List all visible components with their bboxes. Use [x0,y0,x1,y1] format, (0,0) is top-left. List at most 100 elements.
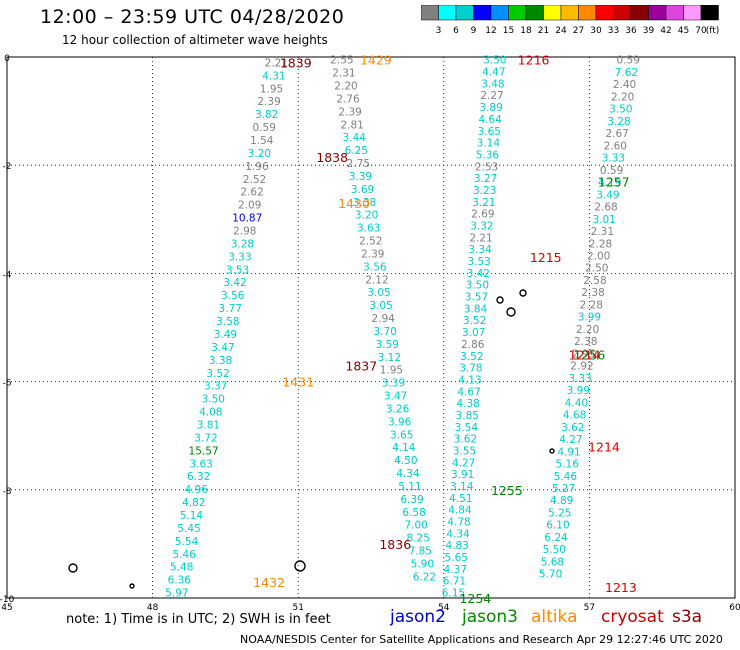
swh-value: 3.39 [349,171,372,183]
swh-value: 5.36 [476,149,500,161]
swh-value: 3.20 [355,210,378,222]
satellite-legend-altika: altika [531,607,578,627]
footnote: note: 1) Time is in UTC; 2) SWH is in fe… [66,612,331,627]
swh-value: 3.14 [450,481,474,493]
scale-tick-label: 15 [503,26,514,36]
swh-value: 3.62 [561,422,584,434]
swh-value: 3.42 [223,277,246,289]
swh-value: 3.69 [351,184,374,196]
pass-time-label: 1214 [588,440,620,455]
x-tick-label: 60 [729,603,740,613]
swh-value: 8.25 [407,533,430,545]
swh-value: 4.37 [444,564,467,576]
swh-value: 10.87 [232,213,262,225]
swh-value: 2.69 [471,209,494,221]
swh-value: 4.27 [452,457,475,469]
pass-time-label: 1256 [573,348,605,363]
swh-value: 0.59 [600,165,623,177]
swh-value: 3.49 [214,329,237,341]
swh-value: 2.38 [574,336,597,348]
pass-time-label: 1429 [360,53,392,68]
swh-value: 5.54 [175,536,199,548]
swh-value: 2.52 [359,236,382,248]
swh-value: 3.58 [216,316,239,328]
swh-value: 6.15 [442,588,465,600]
swh-value: 1.96 [245,161,269,173]
swh-value: 3.81 [197,419,220,431]
swh-value: 7.85 [409,546,432,558]
swh-value: 3.47 [211,342,234,354]
swh-value: 5.46 [172,549,196,561]
scale-unit-label: (ft) [706,26,720,36]
pass-time-label: 1254 [459,591,491,606]
swh-value: 3.89 [479,102,502,114]
swh-value: 3.84 [464,303,488,315]
swh-value: 3.50 [609,104,632,116]
swh-value: 3.62 [454,434,477,446]
swh-value: 0.59 [253,122,276,134]
island-outline [506,307,516,317]
swh-value: 6.22 [413,571,436,583]
y-tick-label: 0 [4,54,10,64]
swh-value: 2.20 [334,81,357,93]
pass-time-label: 1255 [491,483,523,498]
swh-value: 3.01 [592,214,615,226]
swh-value: 2.39 [361,248,384,260]
swh-value: 6.32 [187,471,210,483]
pass-time-label: 1836 [379,537,411,552]
swh-value: 3.20 [248,148,271,160]
scale-tick-label: 6 [453,26,459,36]
swh-value: 4.50 [394,455,417,467]
swh-value: 1.95 [260,83,283,95]
swh-value: 4.47 [482,67,505,79]
swh-value: 2.53 [475,161,498,173]
swh-value: 4.34 [396,468,420,480]
x-tick-label: 48 [147,603,159,613]
swh-value: 2.94 [371,313,395,325]
swh-value: 2.98 [233,226,256,238]
swh-value: 4.51 [449,493,472,505]
swh-value: 3.99 [578,312,601,324]
swh-value: 3.47 [384,391,407,403]
pass-time-label: 1839 [280,55,312,70]
island-outline [68,563,78,573]
swh-value: 3.38 [353,197,376,209]
pass-time-label: 1215 [530,250,562,265]
swh-value: 2.21 [265,57,288,69]
swh-value: 3.72 [194,432,217,444]
pass-time-label: 1430 [338,196,370,211]
swh-value: 5.68 [541,556,564,568]
pass-time-label: 1838 [316,150,348,165]
swh-value: 7.00 [404,520,427,532]
swh-value: 5.11 [398,481,421,493]
swh-value: 3.33 [568,373,591,385]
swh-value: 3.78 [459,363,482,375]
swh-value: 5.65 [445,552,468,564]
swh-value: 3.34 [468,244,492,256]
y-tick-label: -4 [3,270,12,280]
swh-value: 2.39 [338,106,361,118]
swh-value: 2.20 [611,91,634,103]
scale-tick-label: 70 [695,26,707,36]
scale-tick-label: 42 [660,26,671,36]
pass-time-label: 1216 [518,53,550,68]
swh-value: 4.64 [478,114,502,126]
swh-value: 2.92 [570,361,593,373]
pass-time-label: 1257 [598,174,630,189]
satellite-legend-jason2: jason2 [390,607,446,627]
swh-value: 0.59 [617,55,640,67]
swh-value: 2.50 [585,263,608,275]
swh-value: 2.31 [591,226,614,238]
swh-value: 3.50 [202,394,225,406]
swh-value: 6.25 [345,145,368,157]
swh-value: 2.31 [332,68,355,80]
swh-value: 3.27 [474,173,497,185]
swh-value: 4.96 [185,484,209,496]
page-subtitle: 12 hour collection of altimeter wave hei… [62,33,328,47]
swh-value: 4.83 [445,540,468,552]
swh-value: 2.60 [604,140,627,152]
y-tick-label: -10 [0,595,15,605]
swh-value: 3.28 [231,238,254,250]
satellite-legend-jason3: jason3 [462,607,518,627]
